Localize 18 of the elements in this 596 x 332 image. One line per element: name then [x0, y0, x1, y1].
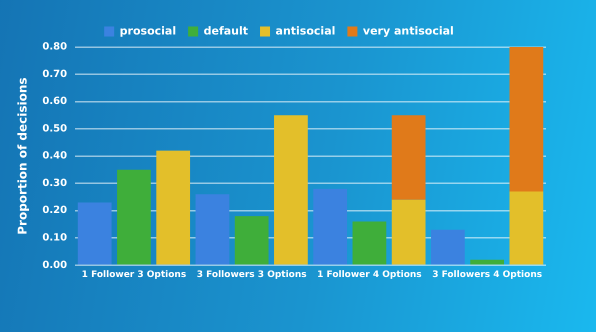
y-tick-label: 0.20 — [42, 205, 68, 216]
y-tick-label: 0.60 — [42, 96, 68, 108]
legend-label: prosocial — [120, 24, 176, 38]
y-axis-title: Proportion of decisions — [15, 77, 30, 235]
legend-label: default — [204, 24, 248, 38]
y-tick-label: 0.30 — [42, 178, 68, 189]
legend-label: very antisocial — [362, 24, 454, 38]
y-tick-label: 0.00 — [42, 260, 68, 271]
y-tick-label: 0.10 — [42, 232, 68, 244]
y-tick-label: 0.40 — [42, 150, 68, 162]
x-tick-label: 1 Follower 4 Options — [317, 270, 422, 280]
y-tick-label: 0.70 — [42, 68, 68, 80]
x-tick-label: 3 Followers 4 Options — [432, 270, 542, 280]
y-tick-label: 0.50 — [42, 123, 68, 134]
x-tick-label: 3 Followers 3 Options — [196, 270, 307, 280]
x-tick-label: 1 Follower 3 Options — [82, 270, 186, 280]
y-tick-label: 0.80 — [42, 42, 68, 53]
legend-label: antisocial — [276, 24, 336, 38]
